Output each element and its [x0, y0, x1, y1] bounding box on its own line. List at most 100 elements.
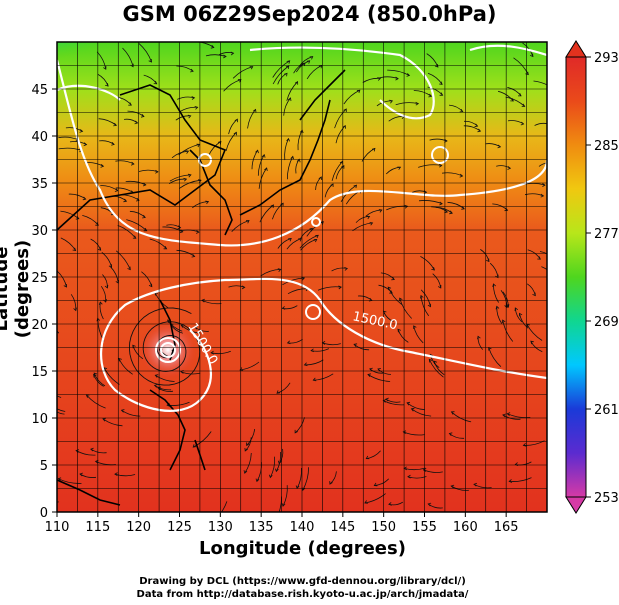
streamline — [313, 373, 334, 381]
streamline — [507, 413, 531, 418]
streamline-arrow — [82, 196, 87, 201]
streamline — [505, 96, 525, 107]
streamline-arrow — [365, 455, 370, 460]
streamline — [272, 65, 290, 85]
streamline-arrow — [367, 373, 371, 378]
streamline-arrow — [230, 51, 235, 56]
streamline-arrow — [497, 144, 502, 149]
streamline-arrow — [190, 68, 194, 73]
streamline — [272, 202, 284, 220]
streamline — [331, 161, 343, 181]
streamline-arrow — [508, 479, 513, 483]
streamline-arrow — [49, 403, 52, 406]
streamline-arrow — [343, 108, 347, 112]
streamline-arrow — [378, 209, 383, 213]
streamline-arrow — [210, 350, 214, 355]
streamline-arrow — [439, 81, 443, 85]
colorbar-ticks: 293 285 277 269 261 253 — [586, 51, 619, 506]
height-contour — [469, 44, 547, 57]
streamline-arrow — [276, 390, 281, 394]
streamline-arrow — [63, 284, 67, 288]
streamline-arrow — [252, 108, 257, 113]
streamline-arrow — [196, 143, 201, 148]
streamline — [420, 256, 435, 271]
streamline-arrow — [285, 65, 290, 69]
streamline-arrow — [97, 247, 102, 251]
streamline-arrow — [157, 386, 162, 391]
streamline-arrow — [369, 367, 373, 372]
credit-line-1: Drawing by DCL (https://www.gfd-dennou.o… — [139, 576, 466, 587]
streamline — [244, 452, 252, 474]
streamline — [411, 408, 432, 417]
streamline-arrow — [415, 101, 420, 106]
streamline-arrow — [114, 188, 119, 192]
streamline-arrow — [427, 303, 431, 308]
streamline — [367, 374, 391, 382]
streamline-arrow — [244, 447, 248, 452]
streamline-arrow — [449, 210, 453, 215]
streamline — [539, 251, 547, 255]
streamline-arrow — [369, 222, 374, 226]
y-tick-label: 5 — [40, 459, 48, 474]
streamline — [138, 43, 152, 63]
streamline — [418, 200, 443, 205]
streamline-arrow — [551, 257, 554, 260]
streamline-arrow — [502, 319, 506, 324]
y-tick-label: 25 — [31, 271, 48, 286]
x-tick-label: 150 — [371, 520, 396, 535]
streamline — [343, 89, 360, 105]
streamline — [423, 469, 443, 473]
streamline-arrow — [364, 500, 368, 504]
streamline — [138, 169, 159, 173]
streamline — [260, 269, 281, 277]
streamline — [178, 144, 200, 156]
streamline-arrow — [514, 307, 519, 312]
streamline — [428, 359, 444, 378]
streamline-arrow — [130, 161, 135, 166]
streamline-arrow — [329, 481, 333, 485]
streamline-arrow — [233, 131, 237, 136]
streamline-arrow — [428, 93, 433, 98]
streamline — [427, 72, 443, 85]
streamline — [533, 80, 547, 86]
streamline-arrow — [407, 474, 411, 479]
streamline-arrow — [113, 122, 118, 127]
streamline-arrow — [306, 60, 311, 64]
streamline-arrow — [194, 325, 198, 330]
height-contour — [249, 46, 435, 120]
x-tick-label: 145 — [330, 520, 355, 535]
streamline — [122, 47, 134, 67]
streamline-arrow — [100, 164, 105, 168]
typhoon-core — [138, 320, 198, 380]
streamline — [334, 108, 347, 129]
y-tick-label: 35 — [31, 177, 48, 192]
streamline-arrow — [542, 183, 546, 187]
streamline-arrow — [330, 183, 334, 187]
streamline-arrow — [397, 166, 402, 170]
y-tick-label: 10 — [31, 412, 48, 427]
streamline-arrow — [477, 335, 481, 340]
streamline — [257, 154, 265, 176]
streamline — [269, 456, 276, 478]
streamline — [420, 289, 431, 307]
streamline-arrow — [105, 83, 109, 87]
streamline-arrow — [521, 103, 526, 107]
coastline — [57, 479, 121, 506]
y-tick-label: 40 — [31, 130, 48, 145]
streamline — [58, 478, 82, 484]
streamline-arrow — [57, 477, 62, 481]
colorbar-bar — [566, 57, 586, 497]
streamline — [488, 347, 502, 367]
streamline-arrow — [155, 169, 159, 174]
streamline-arrow — [249, 66, 254, 70]
streamline — [534, 122, 547, 126]
streamline-arrow — [389, 290, 393, 294]
streamline — [141, 271, 153, 287]
streamline — [179, 106, 198, 113]
streamline — [493, 283, 499, 303]
streamline-arrow — [302, 62, 306, 67]
streamline-arrow — [261, 153, 266, 158]
streamline-arrow — [388, 502, 392, 506]
streamline — [211, 350, 231, 355]
streamline-arrow — [281, 503, 286, 507]
